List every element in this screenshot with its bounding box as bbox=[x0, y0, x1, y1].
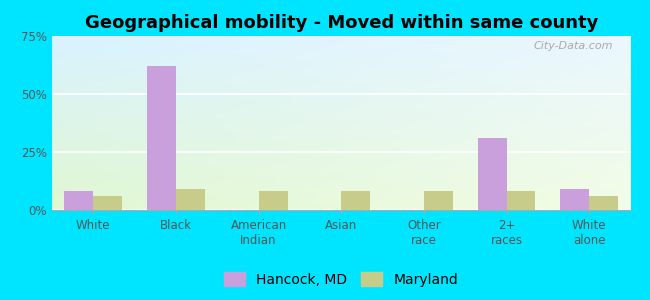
Bar bbox=[147, 66, 176, 210]
Bar bbox=[341, 191, 370, 210]
Bar bbox=[424, 191, 453, 210]
Bar bbox=[589, 196, 618, 210]
Bar bbox=[259, 191, 287, 210]
Text: City-Data.com: City-Data.com bbox=[534, 41, 613, 51]
Bar bbox=[64, 191, 94, 210]
Title: Geographical mobility - Moved within same county: Geographical mobility - Moved within sam… bbox=[84, 14, 598, 32]
Bar bbox=[506, 191, 536, 210]
Bar bbox=[176, 189, 205, 210]
Bar bbox=[94, 196, 122, 210]
Bar bbox=[560, 189, 589, 210]
Legend: Hancock, MD, Maryland: Hancock, MD, Maryland bbox=[224, 272, 458, 286]
Bar bbox=[478, 138, 506, 210]
